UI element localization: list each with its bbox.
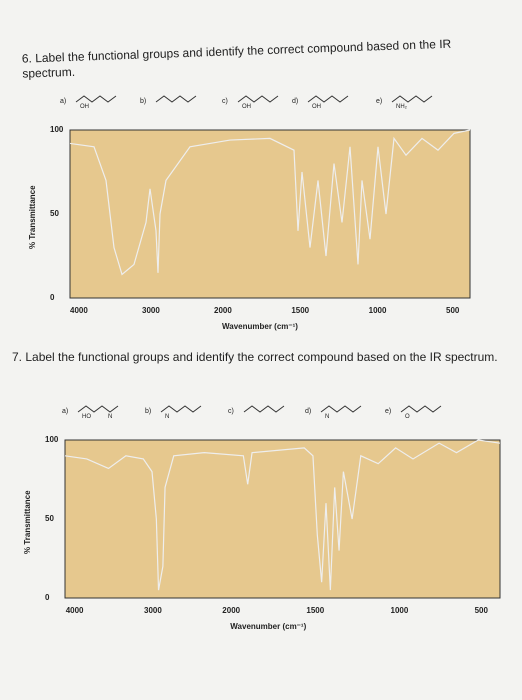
x-tick-label: 3000 <box>144 606 162 615</box>
atom-label: N <box>108 414 113 420</box>
structure <box>155 95 197 103</box>
question-text: 7. Label the functional groups and ident… <box>12 350 498 364</box>
x-tick-label: 4000 <box>70 306 88 315</box>
y-tick-label: 100 <box>45 435 59 444</box>
x-axis-label: Wavenumber (cm⁻¹) <box>222 322 298 331</box>
y-tick-label: 0 <box>45 593 50 602</box>
spectrum-plot <box>69 129 471 299</box>
structure <box>160 405 202 413</box>
x-tick-label: 3000 <box>142 306 160 315</box>
bond-line <box>391 95 433 103</box>
option-label: e) <box>376 98 383 105</box>
y-axis-label: % Transmittance <box>23 490 32 554</box>
y-axis-label: % Transmittance <box>28 185 37 249</box>
x-tick-label: 2000 <box>214 306 232 315</box>
bond-line <box>160 405 202 413</box>
x-tick-label: 500 <box>446 306 460 315</box>
structure <box>77 405 119 413</box>
plot-area <box>64 439 501 599</box>
bond-line <box>243 405 285 413</box>
option-label: d) <box>292 98 299 105</box>
y-tick-label: 50 <box>45 514 54 523</box>
spectrum-plot <box>64 439 501 599</box>
question-text: 6. Label the functional groups and ident… <box>21 36 452 81</box>
option-label: c) <box>222 98 228 105</box>
x-tick-label: 1500 <box>306 606 325 615</box>
atom-label: HO <box>82 414 91 420</box>
atom-label: N <box>165 414 170 420</box>
structure <box>391 95 433 103</box>
spectrum-line <box>64 439 501 591</box>
option-label: d) <box>305 408 312 415</box>
atom-label: N <box>325 414 330 420</box>
option-label: c) <box>228 408 234 415</box>
atom-label: NH₂ <box>396 104 407 110</box>
option-label: a) <box>62 408 69 415</box>
bond-line <box>320 405 362 413</box>
spectrum-line <box>69 129 471 276</box>
y-tick-label: 100 <box>50 125 64 134</box>
bond-line <box>237 95 279 103</box>
structure <box>75 95 117 103</box>
bond-line <box>307 95 349 103</box>
atom-label: OH <box>80 104 89 110</box>
option-label: a) <box>60 98 67 105</box>
structure <box>307 95 349 103</box>
x-tick-label: 1500 <box>291 306 310 315</box>
bond-line <box>155 95 197 103</box>
option-label: b) <box>140 98 147 105</box>
x-tick-label: 1000 <box>390 606 409 615</box>
structure <box>320 405 362 413</box>
option-label: b) <box>145 408 152 415</box>
option-label: e) <box>385 408 392 415</box>
atom-label: OH <box>312 104 321 110</box>
atom-label: OH <box>242 104 251 110</box>
x-axis-label: Wavenumber (cm⁻¹) <box>230 622 307 631</box>
bond-line <box>75 95 117 103</box>
structure <box>243 405 285 413</box>
y-tick-label: 50 <box>50 209 59 218</box>
x-tick-label: 4000 <box>65 606 84 615</box>
x-tick-label: 500 <box>474 606 488 615</box>
plot-area <box>69 129 471 299</box>
structure <box>400 405 442 413</box>
atom-label: O <box>405 414 410 420</box>
bond-line <box>77 405 119 413</box>
x-tick-label: 1000 <box>368 306 387 315</box>
bond-line <box>400 405 442 413</box>
x-tick-label: 2000 <box>222 606 241 615</box>
structure <box>237 95 279 103</box>
y-tick-label: 0 <box>50 293 55 302</box>
